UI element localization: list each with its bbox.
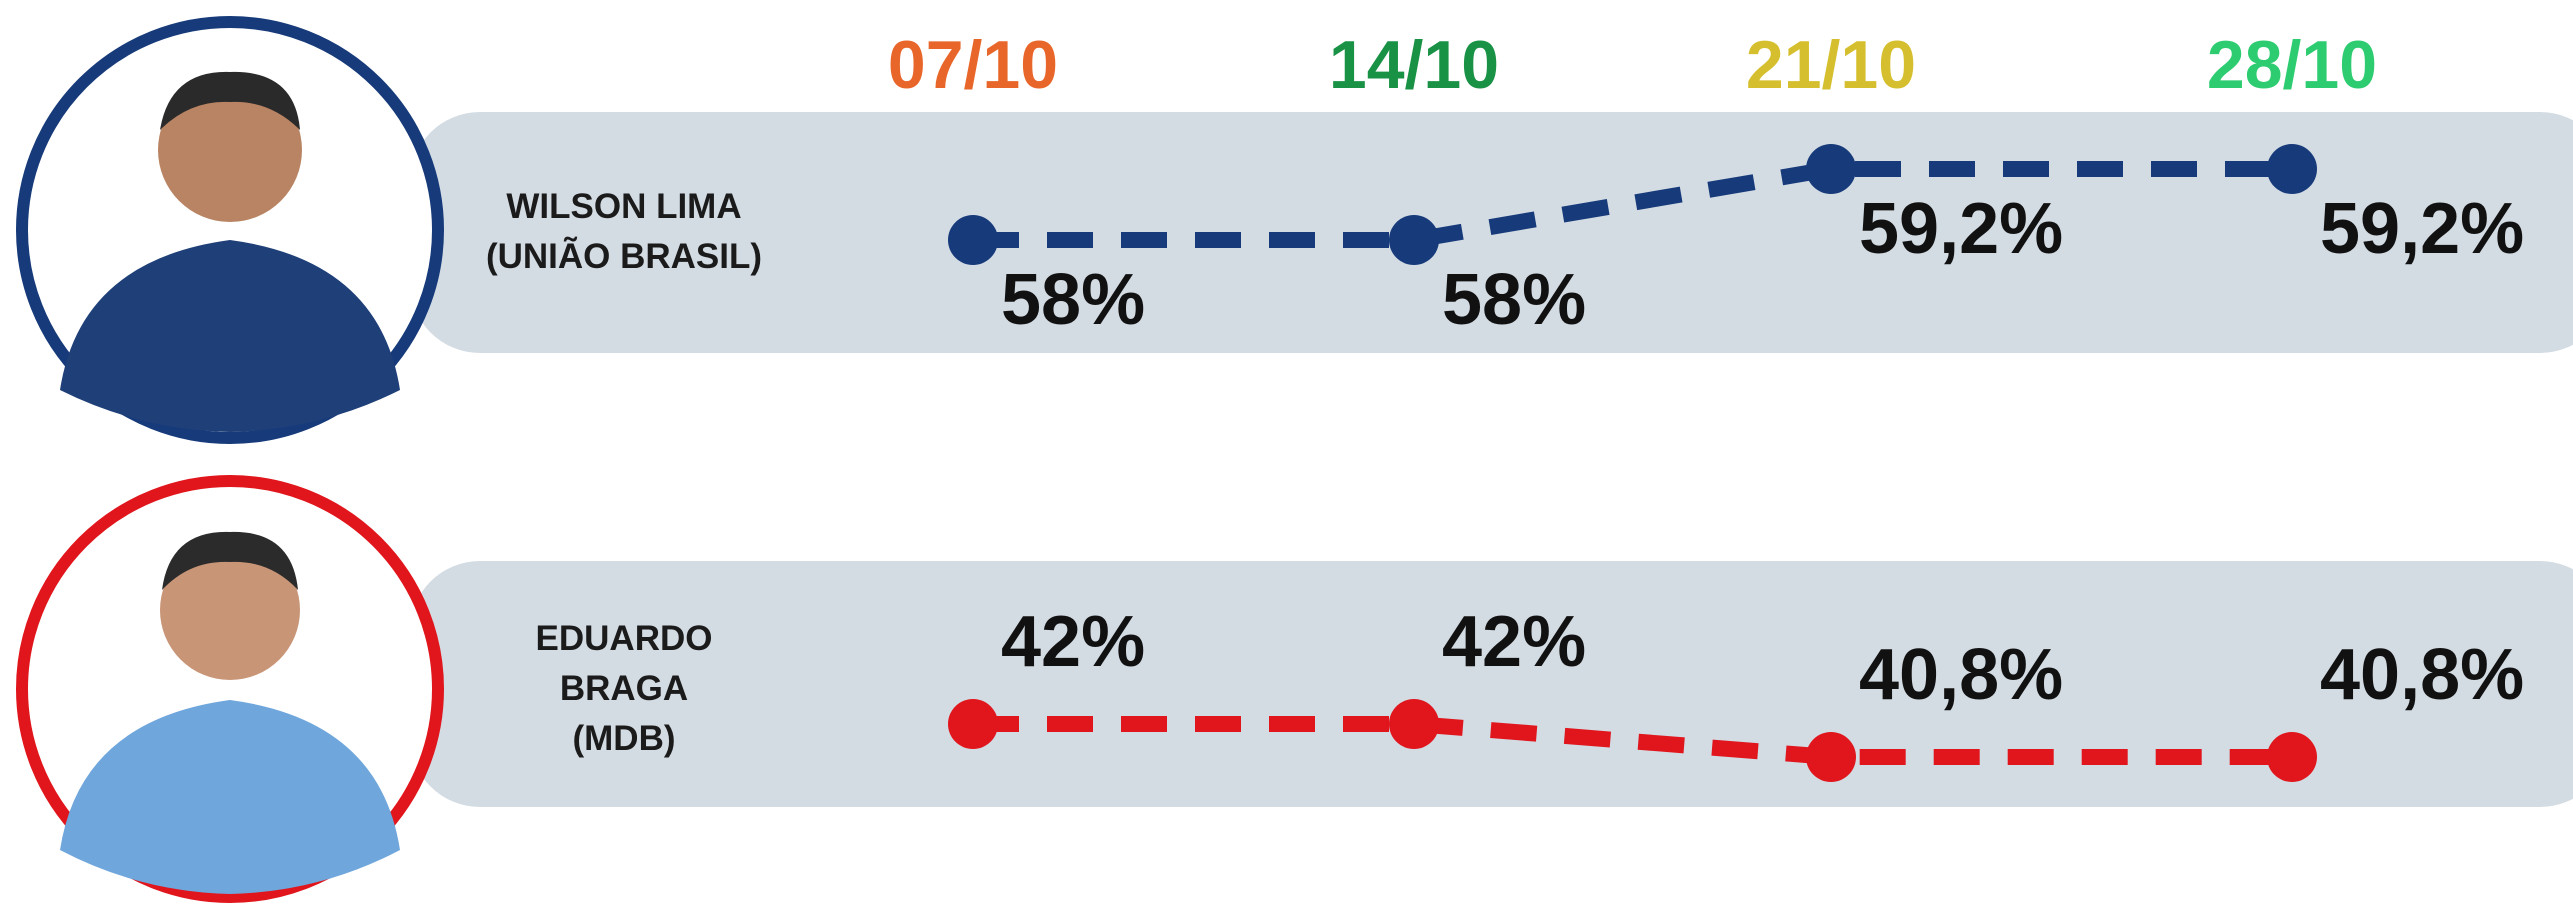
data-label: 58% [1001, 260, 1145, 340]
category-label: 21/10 [1746, 27, 1916, 103]
data-label: 58% [1442, 260, 1586, 340]
data-label: 42% [1442, 602, 1586, 682]
category-label: 07/10 [888, 27, 1058, 103]
data-point [1389, 699, 1439, 749]
data-point [948, 699, 998, 749]
data-label: 59,2% [2320, 189, 2524, 269]
photo [22, 481, 438, 897]
photo [22, 22, 438, 438]
category-label: 28/10 [2207, 27, 2377, 103]
series-name: WILSON LIMA (UNIÃO BRASIL) [464, 182, 784, 282]
category-label: 14/10 [1329, 27, 1499, 103]
data-point [1389, 215, 1439, 265]
data-point [2267, 144, 2317, 194]
data-point [1806, 144, 1856, 194]
data-label: 59,2% [1859, 189, 2063, 269]
series-name: EDUARDO BRAGA (MDB) [464, 614, 784, 764]
data-point [2267, 732, 2317, 782]
data-point [948, 215, 998, 265]
page: {"chart_data": { "type": "line", "catego… [0, 0, 2573, 911]
data-label: 40,8% [1859, 635, 2063, 715]
data-label: 42% [1001, 602, 1145, 682]
chart: 07/10 14/10 21/10 28/10 58% 58% 59,2% 59,2% 42% 4… [0, 0, 2573, 911]
data-label: 40,8% [2320, 635, 2524, 715]
data-point [1806, 732, 1856, 782]
